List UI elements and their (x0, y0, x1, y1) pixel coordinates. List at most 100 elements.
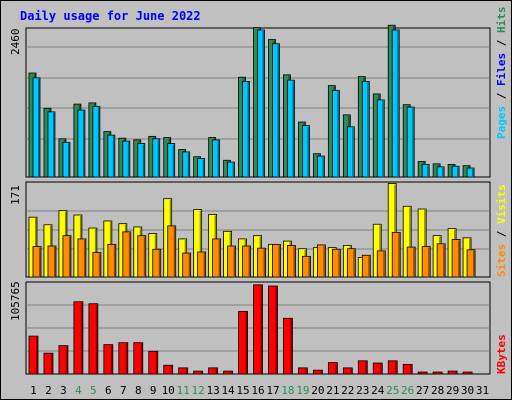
bar-sites-shade (158, 250, 161, 277)
bar-files (421, 164, 430, 178)
bar-files (92, 106, 101, 178)
day-label: 4 (75, 384, 82, 397)
bar-visits-shade (409, 207, 411, 277)
bar-sites (257, 247, 266, 278)
bar-kbytes (432, 371, 443, 375)
bar-files-shade (337, 91, 339, 177)
bar-files-shade (52, 112, 55, 177)
bar-sites-shade (293, 246, 295, 277)
bar-files-shade (172, 144, 175, 177)
bar-sites (272, 243, 281, 278)
day-label: 30 (461, 384, 474, 397)
bar-visits-shade (199, 210, 202, 277)
bar-files (77, 109, 86, 178)
bar-kbytes (193, 370, 204, 375)
bar-kbytes-shade (215, 368, 218, 374)
legend-hits: Hits (495, 6, 508, 34)
bar-sites (316, 244, 326, 278)
bar-sites (107, 243, 117, 278)
bar-sites-shade (53, 247, 56, 277)
bar-sites (242, 245, 251, 278)
bar-kbytes (387, 360, 398, 375)
bar-kbytes (447, 370, 458, 375)
bar-sites (47, 245, 57, 278)
bar-kbytes (28, 335, 39, 375)
bar-sites-shade (39, 247, 41, 277)
bar-sites-shade (143, 236, 146, 277)
bar-kbytes (178, 367, 189, 375)
bar-kbytes-shade (425, 373, 427, 374)
bar-files-shade (322, 157, 324, 177)
bar-sites (77, 238, 87, 278)
panel1-max-label: 2460 (9, 28, 22, 56)
bar-kbytes-shade (470, 373, 472, 374)
bar-files-shade (217, 140, 220, 177)
panel3-max-label: 105765 (9, 281, 22, 321)
bar-sites-shade (248, 247, 251, 277)
day-label: 17 (266, 384, 279, 397)
bar-files-shade (67, 143, 70, 177)
bar-files (287, 79, 295, 178)
day-label: 24 (371, 384, 385, 397)
bar-kbytes (268, 285, 278, 375)
bar-sites-shade (218, 239, 221, 277)
day-label: 10 (162, 384, 175, 397)
bar-kbytes-shade (395, 361, 397, 374)
bar-kbytes (223, 370, 233, 375)
bar-files (32, 77, 41, 178)
bar-sites-shade (113, 245, 116, 277)
bar-files-shade (367, 82, 369, 177)
day-label: 19 (296, 384, 309, 397)
bar-kbytes-shade (170, 366, 173, 374)
bar-files (331, 89, 340, 178)
bar-kbytes-shade (275, 287, 277, 374)
bar-files-shade (292, 81, 294, 177)
bar-sites-shade (263, 249, 266, 277)
bar-files-shade (412, 108, 414, 177)
bar-sites (287, 245, 296, 278)
bar-files-shade (157, 139, 160, 177)
bar-files-shade (247, 82, 250, 177)
day-label: 29 (446, 384, 459, 397)
bar-kbytes (372, 362, 383, 375)
bar-kbytes (208, 367, 219, 375)
bar-kbytes-shade (350, 368, 352, 374)
bar-files (167, 143, 176, 178)
bar-sites (212, 238, 222, 278)
bar-sites-shade (443, 244, 445, 277)
day-label: 28 (431, 384, 444, 397)
bar-kbytes-shade (140, 343, 143, 374)
bar-sites-shade (473, 250, 475, 277)
bar-sites-shade (323, 245, 325, 277)
day-label: 21 (326, 384, 339, 397)
bar-kbytes-shade (185, 368, 188, 374)
bar-sites (182, 252, 192, 278)
bar-files-shade (202, 159, 205, 177)
bar-kbytes (43, 352, 54, 375)
bar-sites-shade (188, 254, 191, 277)
day-label: 31 (476, 384, 489, 397)
bar-files-shade (232, 163, 235, 177)
legend-sites: Sites (495, 243, 508, 277)
bar-sites-shade (83, 239, 86, 277)
day-label: 1 (30, 384, 37, 397)
bar-sites (32, 246, 42, 278)
bar-kbytes-shade (260, 285, 263, 374)
day-label: 14 (221, 384, 235, 397)
bar-files (227, 161, 235, 178)
bar-sites (421, 246, 431, 278)
bar-sites-shade (413, 248, 415, 277)
bar-files (152, 138, 161, 178)
bar-kbytes-shade (65, 346, 68, 374)
bar-kbytes-shade (455, 372, 457, 374)
bar-files (346, 126, 355, 178)
bar-sites-shade (233, 247, 236, 277)
bar-sites (376, 250, 386, 278)
bar-files (436, 166, 445, 178)
bar-kbytes-shade (290, 319, 292, 374)
bar-sites-shade (308, 257, 310, 277)
bar-sites-shade (383, 251, 385, 277)
day-label: 3 (60, 384, 67, 397)
bar-sites (167, 225, 177, 278)
